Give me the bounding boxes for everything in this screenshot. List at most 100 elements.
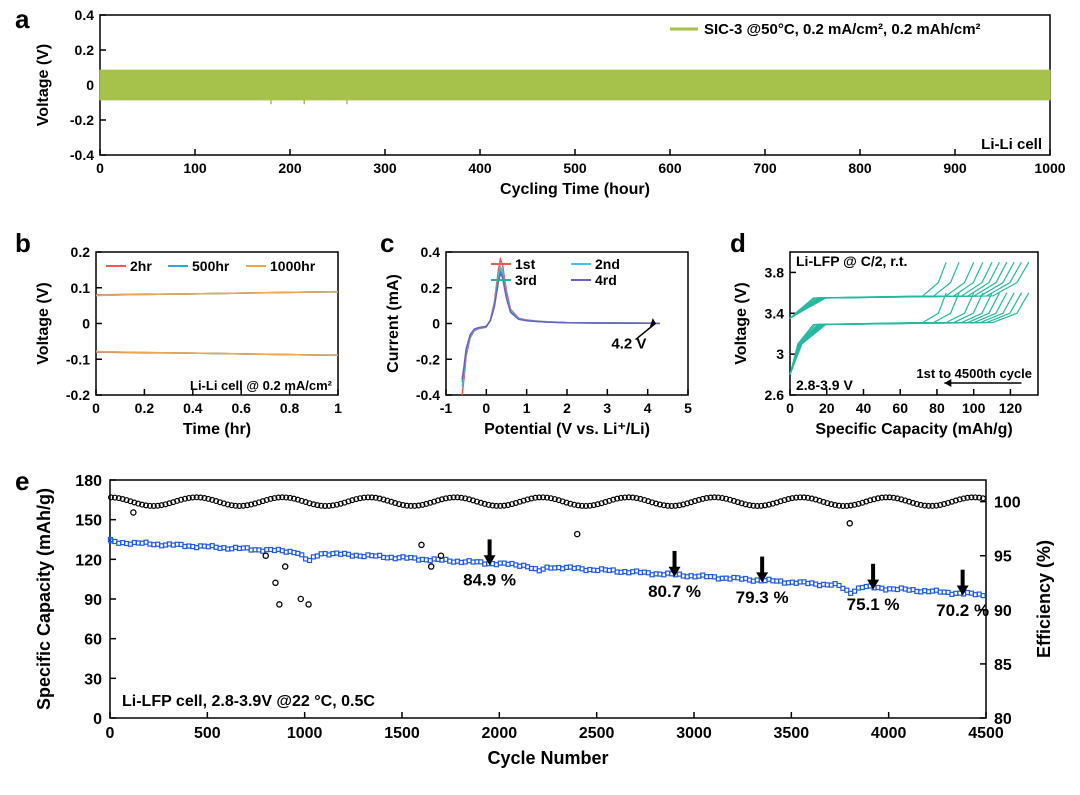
svg-text:120: 120: [999, 400, 1023, 416]
svg-text:4rd: 4rd: [595, 272, 617, 288]
svg-text:2: 2: [563, 400, 571, 416]
panel-b-label: b: [15, 228, 31, 259]
svg-text:900: 900: [943, 160, 967, 176]
svg-text:Specific Capacity (mAh/g): Specific Capacity (mAh/g): [34, 488, 54, 710]
svg-text:3000: 3000: [676, 725, 712, 742]
svg-text:Li-LFP @ C/2, r.t.: Li-LFP @ C/2, r.t.: [796, 253, 907, 269]
svg-text:Time (hr): Time (hr): [183, 421, 251, 438]
svg-text:0.6: 0.6: [231, 400, 251, 416]
svg-text:90: 90: [994, 603, 1012, 620]
svg-text:4: 4: [644, 400, 652, 416]
svg-text:3.8: 3.8: [765, 264, 785, 280]
svg-text:Efficiency (%): Efficiency (%): [1034, 540, 1054, 658]
svg-text:Voltage (V): Voltage (V): [35, 44, 52, 126]
svg-text:1: 1: [334, 400, 342, 416]
svg-text:Specific Capacity (mAh/g): Specific Capacity (mAh/g): [815, 421, 1012, 438]
svg-text:0.4: 0.4: [421, 244, 441, 260]
svg-text:200: 200: [278, 160, 302, 176]
svg-text:0: 0: [82, 316, 90, 332]
svg-text:SIC-3 @50°C, 0.2 mA/cm², 0.2 m: SIC-3 @50°C, 0.2 mA/cm², 0.2 mAh/cm²: [704, 21, 981, 38]
svg-text:3.4: 3.4: [765, 305, 785, 321]
svg-text:0: 0: [86, 77, 94, 93]
svg-text:2.8-3.9 V: 2.8-3.9 V: [796, 377, 853, 393]
figure: a 01002003004005006007008009001000-0.4-0…: [0, 0, 1080, 795]
panel-e-label: e: [15, 466, 29, 497]
svg-text:500hr: 500hr: [192, 258, 230, 274]
panel-d: 0 20 40 60 80 100 120 2.6 3 3.4 3.8 Specific Capaci…: [730, 232, 1050, 440]
svg-text:60: 60: [892, 400, 908, 416]
svg-text:300: 300: [373, 160, 397, 176]
svg-text:-0.4: -0.4: [70, 147, 94, 163]
svg-text:-0.2: -0.2: [416, 351, 440, 367]
svg-text:84.9 %: 84.9 %: [463, 571, 516, 590]
svg-text:100: 100: [994, 495, 1021, 512]
svg-text:180: 180: [75, 473, 102, 490]
svg-text:0.8: 0.8: [280, 400, 300, 416]
svg-text:700: 700: [753, 160, 777, 176]
svg-text:0: 0: [93, 711, 102, 728]
svg-text:500: 500: [194, 725, 221, 742]
svg-text:90: 90: [84, 592, 102, 609]
svg-text:Li-Li cell @ 0.2 mA/cm²: Li-Li cell @ 0.2 mA/cm²: [190, 378, 333, 393]
svg-text:2hr: 2hr: [130, 258, 152, 274]
svg-text:150: 150: [75, 513, 102, 530]
svg-text:80: 80: [994, 711, 1012, 728]
svg-text:70.2 %: 70.2 %: [936, 601, 989, 620]
svg-text:4.2 V: 4.2 V: [611, 336, 646, 353]
svg-text:0: 0: [92, 400, 100, 416]
svg-text:1st to 4500th cycle: 1st to 4500th cycle: [916, 366, 1032, 381]
svg-text:1500: 1500: [384, 725, 420, 742]
svg-text:0.2: 0.2: [421, 280, 441, 296]
svg-text:Potential (V vs. Li⁺/Li): Potential (V vs. Li⁺/Li): [484, 421, 650, 438]
svg-text:0.1: 0.1: [71, 280, 91, 296]
svg-text:1000hr: 1000hr: [270, 258, 316, 274]
svg-text:120: 120: [75, 552, 102, 569]
svg-text:0.2: 0.2: [71, 244, 91, 260]
svg-text:95: 95: [994, 549, 1012, 566]
panel-b: 0 0.2 0.4 0.6 0.8 1 -0.2 -0.1 0 0.1 0.2 Time (hr) Vo…: [30, 232, 350, 440]
svg-text:Voltage (V): Voltage (V): [733, 282, 750, 364]
svg-text:30: 30: [84, 671, 102, 688]
svg-text:2500: 2500: [579, 725, 615, 742]
svg-text:20: 20: [819, 400, 835, 416]
svg-text:-0.2: -0.2: [66, 387, 90, 403]
svg-text:0.4: 0.4: [75, 7, 95, 23]
svg-text:0: 0: [106, 725, 115, 742]
svg-text:100: 100: [962, 400, 986, 416]
svg-text:Voltage (V): Voltage (V): [35, 282, 52, 364]
svg-text:79.3 %: 79.3 %: [736, 588, 789, 607]
svg-text:-1: -1: [440, 400, 453, 416]
svg-text:2nd: 2nd: [595, 256, 620, 272]
svg-text:600: 600: [658, 160, 682, 176]
svg-text:Cycling Time (hour): Cycling Time (hour): [500, 181, 650, 198]
svg-text:2.6: 2.6: [765, 387, 785, 403]
svg-text:-0.1: -0.1: [66, 351, 90, 367]
svg-text:80.7 %: 80.7 %: [648, 582, 701, 601]
svg-text:100: 100: [183, 160, 207, 176]
svg-text:3: 3: [776, 346, 784, 362]
panel-e: 0500100015002000250030003500400045000306…: [30, 470, 1066, 770]
svg-text:0.4: 0.4: [183, 400, 203, 416]
svg-text:0: 0: [96, 160, 104, 176]
svg-text:400: 400: [468, 160, 492, 176]
panel-a: 01002003004005006007008009001000-0.4-0.2…: [30, 5, 1070, 200]
svg-text:75.1 %: 75.1 %: [847, 595, 900, 614]
svg-text:1000: 1000: [287, 725, 323, 742]
panel-c: -1012345-0.4-0.200.20.4Potential (V vs. …: [380, 232, 700, 440]
svg-text:Current (mA): Current (mA): [385, 274, 402, 373]
svg-text:-0.4: -0.4: [416, 387, 440, 403]
svg-text:3rd: 3rd: [515, 272, 537, 288]
svg-text:80: 80: [929, 400, 945, 416]
svg-text:Cycle Number: Cycle Number: [487, 748, 608, 768]
svg-text:1000: 1000: [1034, 160, 1065, 176]
svg-text:3500: 3500: [774, 725, 810, 742]
svg-text:1st: 1st: [515, 256, 536, 272]
svg-text:500: 500: [563, 160, 587, 176]
svg-text:1: 1: [523, 400, 531, 416]
svg-text:0: 0: [786, 400, 794, 416]
svg-text:0.2: 0.2: [135, 400, 155, 416]
svg-text:40: 40: [856, 400, 872, 416]
svg-text:85: 85: [994, 657, 1012, 674]
svg-text:Li-LFP cell, 2.8-3.9V @22 °C,: Li-LFP cell, 2.8-3.9V @22 °C, 0.5C: [122, 693, 375, 710]
svg-text:0: 0: [482, 400, 490, 416]
